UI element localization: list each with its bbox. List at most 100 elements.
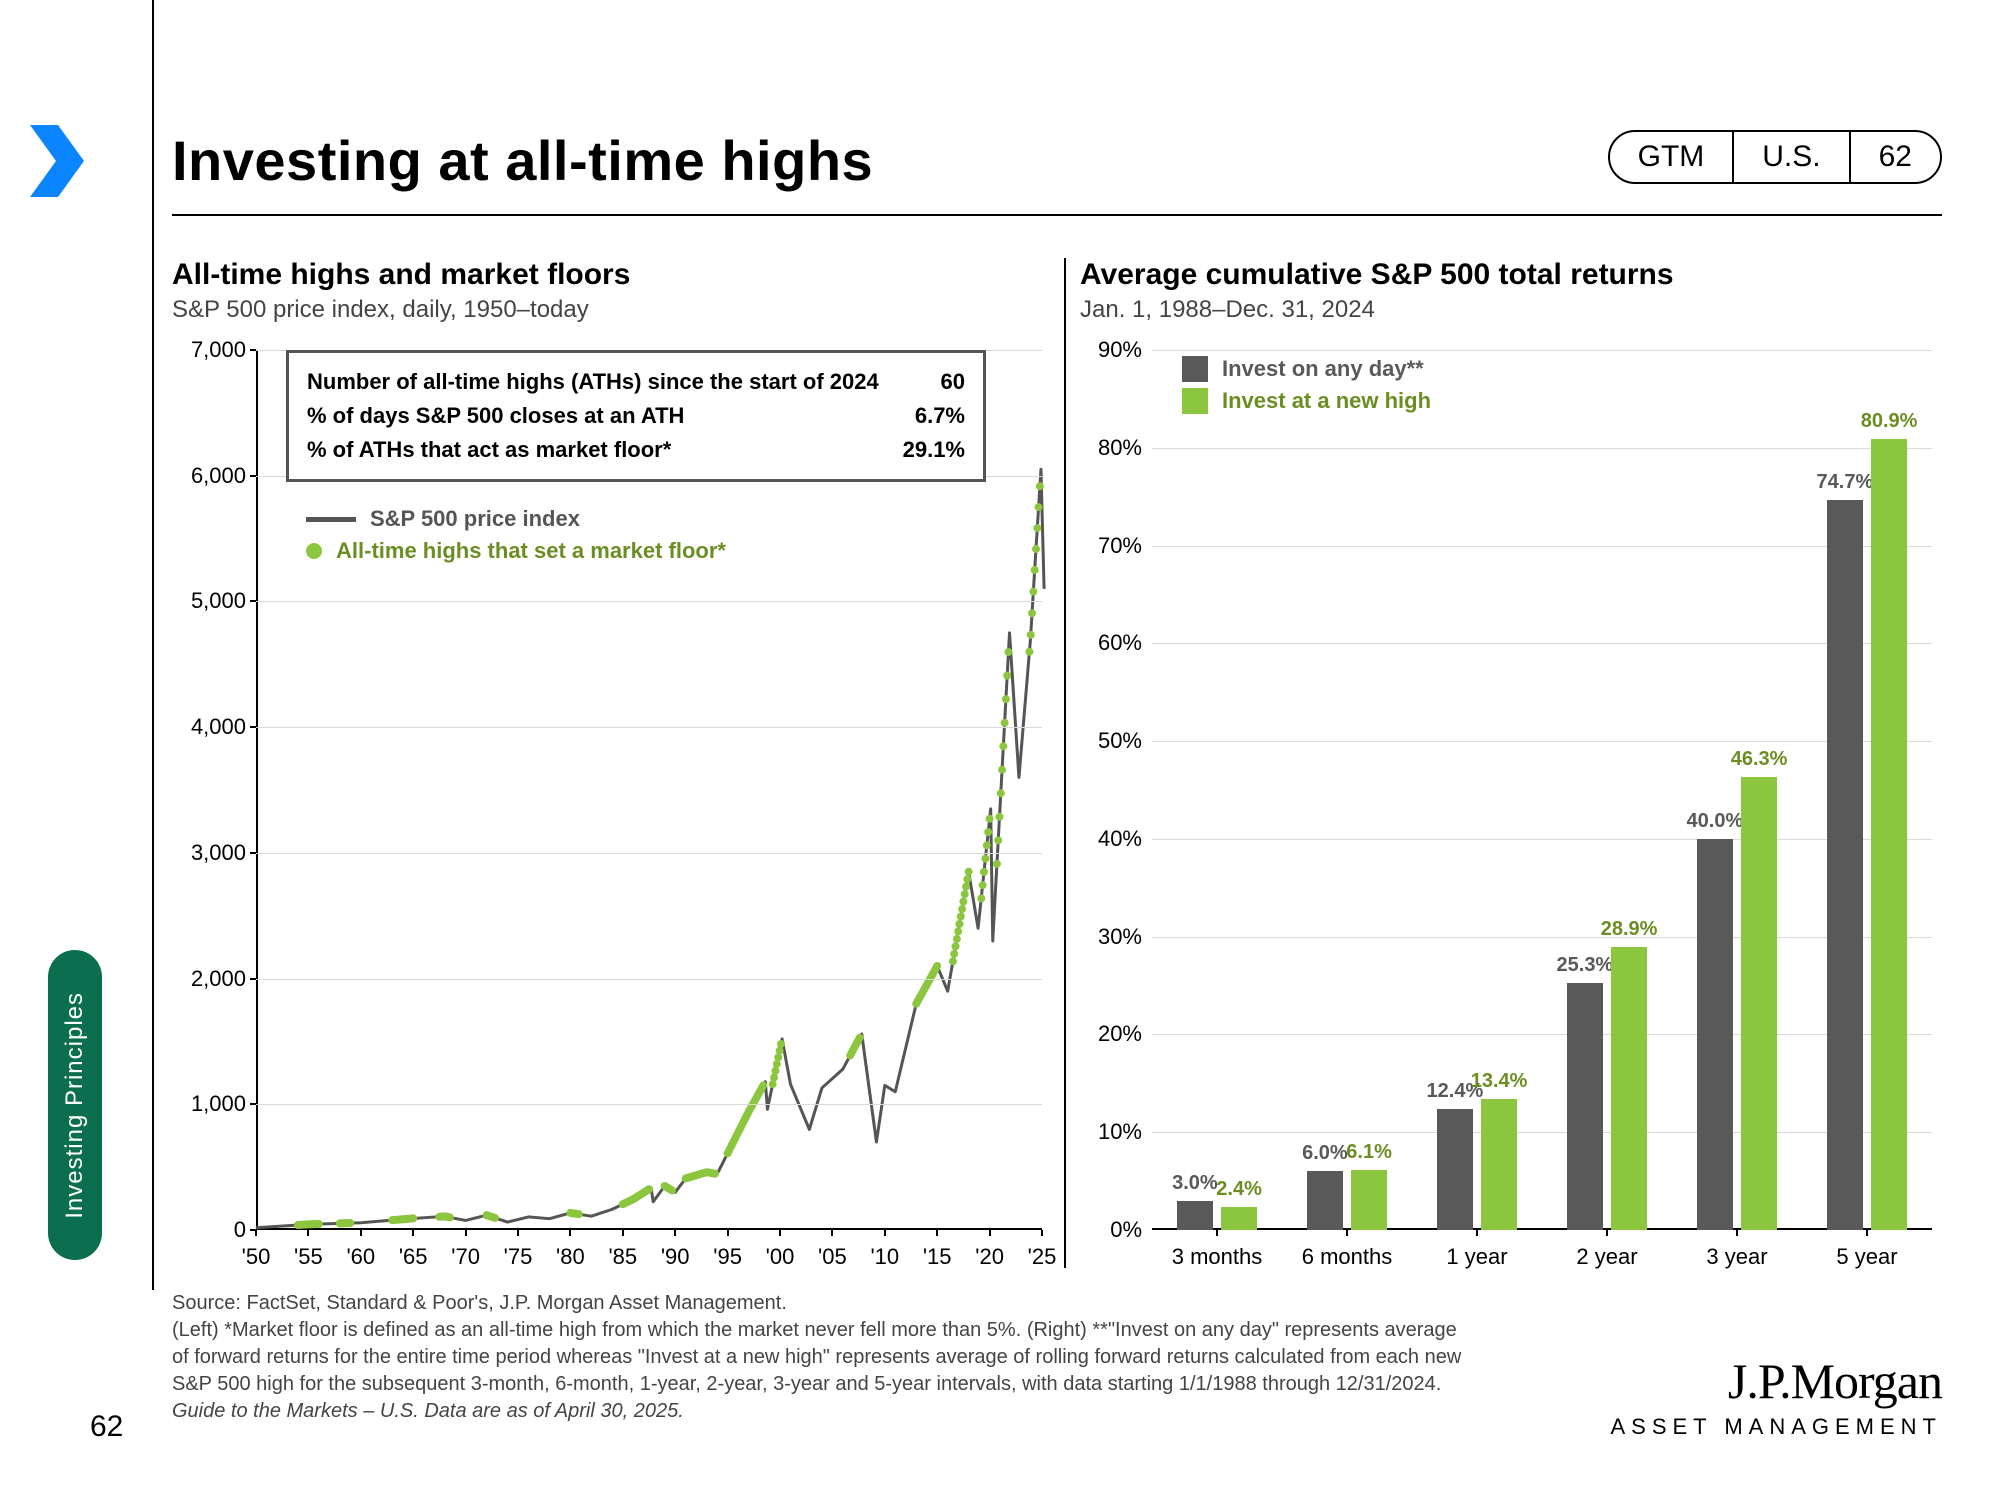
x-axis-label: '55 bbox=[294, 1244, 323, 1270]
infobox-label: Number of all-time highs (ATHs) since th… bbox=[307, 369, 879, 395]
left-chart-title: All-time highs and market floors bbox=[172, 258, 1042, 292]
right-panel: Average cumulative S&P 500 total returns… bbox=[1080, 258, 1942, 324]
swatch-icon bbox=[1182, 388, 1208, 414]
bar-value-label: 40.0% bbox=[1687, 810, 1744, 833]
y-axis-label: 6,000 bbox=[172, 463, 246, 489]
bar-value-label: 25.3% bbox=[1557, 954, 1614, 977]
x-axis-label: '70 bbox=[451, 1244, 480, 1270]
x-axis-label: 1 year bbox=[1446, 1244, 1507, 1270]
legend-label: S&P 500 price index bbox=[370, 506, 580, 532]
x-axis-label: 3 months bbox=[1172, 1244, 1263, 1270]
infobox-row: % of days S&P 500 closes at an ATH 6.7% bbox=[307, 399, 965, 433]
infobox-label: % of days S&P 500 closes at an ATH bbox=[307, 403, 684, 429]
bar bbox=[1697, 839, 1733, 1230]
x-axis-label: '00 bbox=[766, 1244, 795, 1270]
y-axis-label: 0 bbox=[172, 1217, 246, 1243]
bar-value-label: 28.9% bbox=[1601, 918, 1658, 941]
bar-value-label: 13.4% bbox=[1471, 1070, 1528, 1093]
bar bbox=[1437, 1109, 1473, 1230]
x-axis-label: '50 bbox=[242, 1244, 271, 1270]
bar bbox=[1827, 500, 1863, 1230]
logo-secondary: ASSET MANAGEMENT bbox=[1610, 1414, 1942, 1440]
legend-label: All-time highs that set a market floor* bbox=[336, 538, 726, 564]
y-axis-label: 1,000 bbox=[172, 1091, 246, 1117]
y-axis-label: 5,000 bbox=[172, 588, 246, 614]
legend-label: Invest at a new high bbox=[1222, 388, 1431, 414]
legend-label: Invest on any day** bbox=[1222, 356, 1424, 382]
left-chart-plot-area: Number of all-time highs (ATHs) since th… bbox=[256, 350, 1042, 1230]
legend-row: All-time highs that set a market floor* bbox=[306, 538, 726, 564]
header-pill: GTM U.S. 62 bbox=[1608, 130, 1942, 184]
x-axis-label: '10 bbox=[870, 1244, 899, 1270]
legend-row: Invest on any day** bbox=[1182, 356, 1431, 382]
y-axis-label: 50% bbox=[1080, 728, 1142, 754]
x-axis-label: 2 year bbox=[1576, 1244, 1637, 1270]
page-number: 62 bbox=[90, 1410, 123, 1444]
y-axis-label: 80% bbox=[1080, 435, 1142, 461]
page-title: Investing at all-time highs bbox=[172, 128, 873, 193]
y-axis-label: 40% bbox=[1080, 826, 1142, 852]
left-chart-subtitle: S&P 500 price index, daily, 1950–today bbox=[172, 296, 1042, 324]
y-axis-label: 10% bbox=[1080, 1119, 1142, 1145]
y-axis-label: 7,000 bbox=[172, 337, 246, 363]
x-axis-label: '20 bbox=[975, 1244, 1004, 1270]
bar bbox=[1177, 1201, 1213, 1230]
x-axis-label: '90 bbox=[661, 1244, 690, 1270]
logo-primary: J.P.Morgan bbox=[1610, 1352, 1942, 1410]
infobox-value: 29.1% bbox=[903, 437, 965, 463]
left-chart-svg bbox=[256, 350, 1042, 1230]
bar bbox=[1221, 1207, 1257, 1230]
infobox-value: 60 bbox=[941, 369, 965, 395]
y-axis-label: 3,000 bbox=[172, 840, 246, 866]
logo: J.P.Morgan ASSET MANAGEMENT bbox=[1610, 1352, 1942, 1440]
infobox-label: % of ATHs that act as market floor* bbox=[307, 437, 671, 463]
left-chart: Number of all-time highs (ATHs) since th… bbox=[172, 350, 1042, 1270]
bar bbox=[1351, 1170, 1387, 1230]
x-axis-label: '25 bbox=[1028, 1244, 1057, 1270]
pill-region: U.S. bbox=[1732, 132, 1848, 182]
right-chart-legend: Invest on any day** Invest at a new high bbox=[1182, 350, 1431, 420]
footnote-line: (Left) *Market floor is defined as an al… bbox=[172, 1317, 1552, 1344]
left-panel: All-time highs and market floors S&P 500… bbox=[172, 258, 1042, 324]
footnote-line: Source: FactSet, Standard & Poor's, J.P.… bbox=[172, 1290, 1552, 1317]
title-underline bbox=[172, 214, 1942, 216]
bar-value-label: 46.3% bbox=[1731, 748, 1788, 771]
x-axis-label: '80 bbox=[556, 1244, 585, 1270]
x-axis-label: '60 bbox=[346, 1244, 375, 1270]
left-vertical-rule bbox=[152, 0, 154, 1290]
x-axis-label: '95 bbox=[713, 1244, 742, 1270]
pill-gtm: GTM bbox=[1610, 132, 1733, 182]
bar bbox=[1307, 1171, 1343, 1230]
bar bbox=[1871, 439, 1907, 1230]
x-axis-label: '85 bbox=[608, 1244, 637, 1270]
chevron-right-icon bbox=[30, 125, 84, 202]
x-axis-label: 5 year bbox=[1836, 1244, 1897, 1270]
legend-row: S&P 500 price index bbox=[306, 506, 726, 532]
infobox-row: % of ATHs that act as market floor* 29.1% bbox=[307, 433, 965, 467]
bar-value-label: 3.0% bbox=[1172, 1172, 1218, 1195]
swatch-icon bbox=[1182, 356, 1208, 382]
footnote-line: S&P 500 high for the subsequent 3-month,… bbox=[172, 1371, 1552, 1398]
right-chart: Invest on any day** Invest at a new high… bbox=[1080, 350, 1942, 1270]
x-axis-label: '05 bbox=[818, 1244, 847, 1270]
right-chart-x-axis bbox=[1152, 1228, 1932, 1230]
left-chart-legend: S&P 500 price index All-time highs that … bbox=[306, 500, 726, 570]
y-axis-label: 2,000 bbox=[172, 966, 246, 992]
pill-page: 62 bbox=[1849, 132, 1940, 182]
infobox-row: Number of all-time highs (ATHs) since th… bbox=[307, 365, 965, 399]
footnote-line: of forward returns for the entire time p… bbox=[172, 1344, 1552, 1371]
legend-row: Invest at a new high bbox=[1182, 388, 1431, 414]
right-chart-subtitle: Jan. 1, 1988–Dec. 31, 2024 bbox=[1080, 296, 1942, 324]
bar bbox=[1611, 947, 1647, 1230]
bar-value-label: 6.1% bbox=[1346, 1141, 1392, 1164]
panel-separator bbox=[1064, 258, 1066, 1268]
bar-value-label: 74.7% bbox=[1817, 471, 1874, 494]
infobox-value: 6.7% bbox=[915, 403, 965, 429]
bar bbox=[1741, 777, 1777, 1230]
y-axis-label: 20% bbox=[1080, 1021, 1142, 1047]
bar-value-label: 80.9% bbox=[1861, 410, 1918, 433]
footnotes: Source: FactSet, Standard & Poor's, J.P.… bbox=[172, 1290, 1552, 1425]
y-axis-label: 4,000 bbox=[172, 714, 246, 740]
x-axis-label: '75 bbox=[504, 1244, 533, 1270]
right-chart-title: Average cumulative S&P 500 total returns bbox=[1080, 258, 1942, 292]
